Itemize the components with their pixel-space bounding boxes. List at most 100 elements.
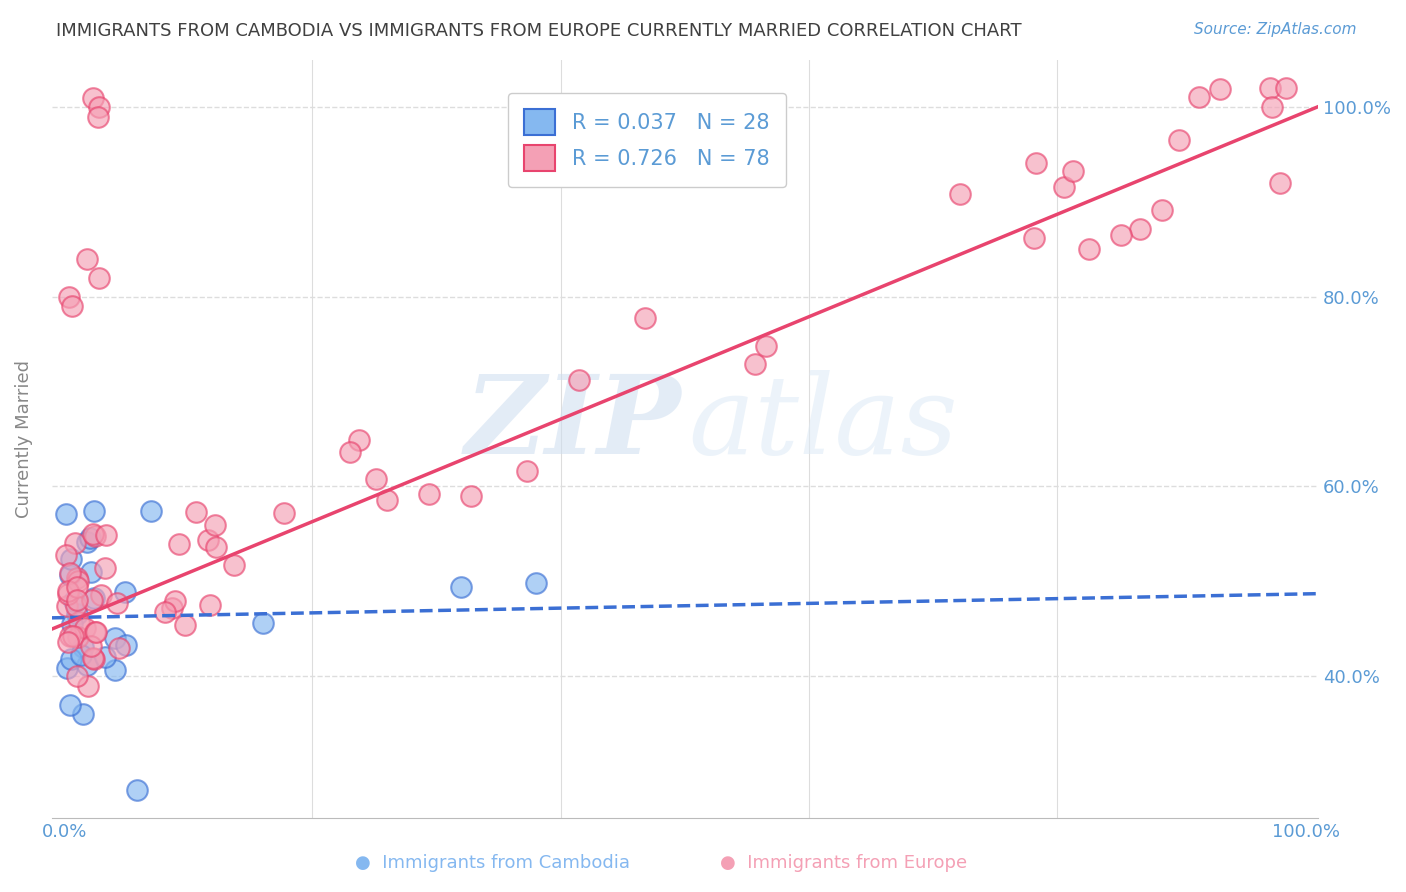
- Text: ●  Immigrants from Cambodia: ● Immigrants from Cambodia: [354, 855, 630, 872]
- Point: [1150, 203, 1173, 218]
- Point: [169, 537, 191, 551]
- Point: [1025, 156, 1047, 170]
- Point: [58, 566, 80, 580]
- Point: [1258, 81, 1281, 95]
- Legend: R = 0.037   N = 28, R = 0.726   N = 78: R = 0.037 N = 28, R = 0.726 N = 78: [508, 93, 786, 187]
- Point: [80, 566, 103, 580]
- Point: [56, 587, 79, 601]
- Point: [65, 607, 87, 621]
- Point: [83, 504, 105, 518]
- Point: [755, 338, 778, 352]
- Point: [198, 598, 221, 612]
- Point: [222, 558, 245, 572]
- Text: IMMIGRANTS FROM CAMBODIA VS IMMIGRANTS FROM EUROPE CURRENTLY MARRIED CORRELATION: IMMIGRANTS FROM CAMBODIA VS IMMIGRANTS F…: [56, 22, 1022, 40]
- Point: [83, 624, 105, 639]
- Point: [76, 535, 98, 549]
- Point: [63, 535, 86, 549]
- Point: [76, 252, 98, 266]
- Point: [84, 529, 107, 543]
- Point: [204, 518, 226, 533]
- Point: [1275, 81, 1298, 95]
- Point: [1024, 231, 1046, 245]
- Point: [1062, 164, 1084, 178]
- Point: [197, 533, 219, 547]
- Point: [90, 588, 112, 602]
- Point: [72, 707, 94, 722]
- Point: [163, 594, 186, 608]
- Point: [460, 489, 482, 503]
- Point: [63, 594, 86, 608]
- Point: [56, 583, 79, 598]
- Point: [174, 618, 197, 632]
- Point: [76, 658, 98, 673]
- Point: [252, 615, 274, 630]
- Point: [58, 290, 80, 304]
- Point: [82, 90, 104, 104]
- Point: [375, 493, 398, 508]
- Point: [66, 669, 89, 683]
- Point: [76, 679, 98, 693]
- Point: [59, 698, 82, 712]
- Point: [524, 575, 547, 590]
- Point: [59, 568, 82, 582]
- Point: [59, 652, 82, 666]
- Point: [83, 591, 105, 606]
- Point: [56, 635, 79, 649]
- Point: [60, 617, 83, 632]
- Point: [108, 641, 131, 656]
- Point: [56, 599, 79, 614]
- Point: [73, 621, 96, 635]
- Point: [87, 270, 110, 285]
- Point: [55, 548, 77, 562]
- Point: [107, 596, 129, 610]
- Point: [1268, 176, 1291, 190]
- Point: [82, 650, 104, 665]
- Point: [65, 580, 87, 594]
- Point: [1167, 132, 1189, 146]
- Point: [1261, 100, 1284, 114]
- Point: [339, 445, 361, 459]
- Point: [80, 593, 103, 607]
- Point: [104, 632, 127, 646]
- Point: [94, 561, 117, 575]
- Point: [65, 599, 87, 613]
- Point: [139, 503, 162, 517]
- Point: [70, 648, 93, 663]
- Point: [59, 629, 82, 643]
- Point: [186, 505, 208, 519]
- Point: [1109, 227, 1132, 242]
- Point: [67, 574, 90, 589]
- Point: [67, 615, 90, 629]
- Point: [418, 487, 440, 501]
- Point: [104, 663, 127, 677]
- Point: [125, 783, 148, 797]
- Point: [66, 592, 89, 607]
- Point: [1077, 242, 1099, 256]
- Point: [55, 507, 77, 521]
- Point: [450, 580, 472, 594]
- Y-axis label: Currently Married: Currently Married: [15, 360, 32, 518]
- Point: [347, 434, 370, 448]
- Point: [1188, 90, 1211, 104]
- Text: ZIP: ZIP: [464, 370, 681, 477]
- Point: [62, 299, 84, 313]
- Point: [366, 472, 388, 486]
- Text: atlas: atlas: [689, 370, 959, 477]
- Text: ●  Immigrants from Europe: ● Immigrants from Europe: [720, 855, 967, 872]
- Point: [516, 463, 538, 477]
- Point: [949, 186, 972, 201]
- Point: [80, 639, 103, 653]
- Point: [744, 357, 766, 371]
- Text: Source: ZipAtlas.com: Source: ZipAtlas.com: [1194, 22, 1357, 37]
- Point: [86, 624, 108, 639]
- Point: [205, 540, 228, 554]
- Point: [56, 661, 79, 675]
- Point: [89, 100, 111, 114]
- Point: [82, 526, 104, 541]
- Point: [160, 600, 183, 615]
- Point: [1052, 180, 1074, 194]
- Point: [568, 373, 591, 387]
- Point: [153, 605, 176, 619]
- Point: [67, 630, 90, 644]
- Point: [72, 640, 94, 654]
